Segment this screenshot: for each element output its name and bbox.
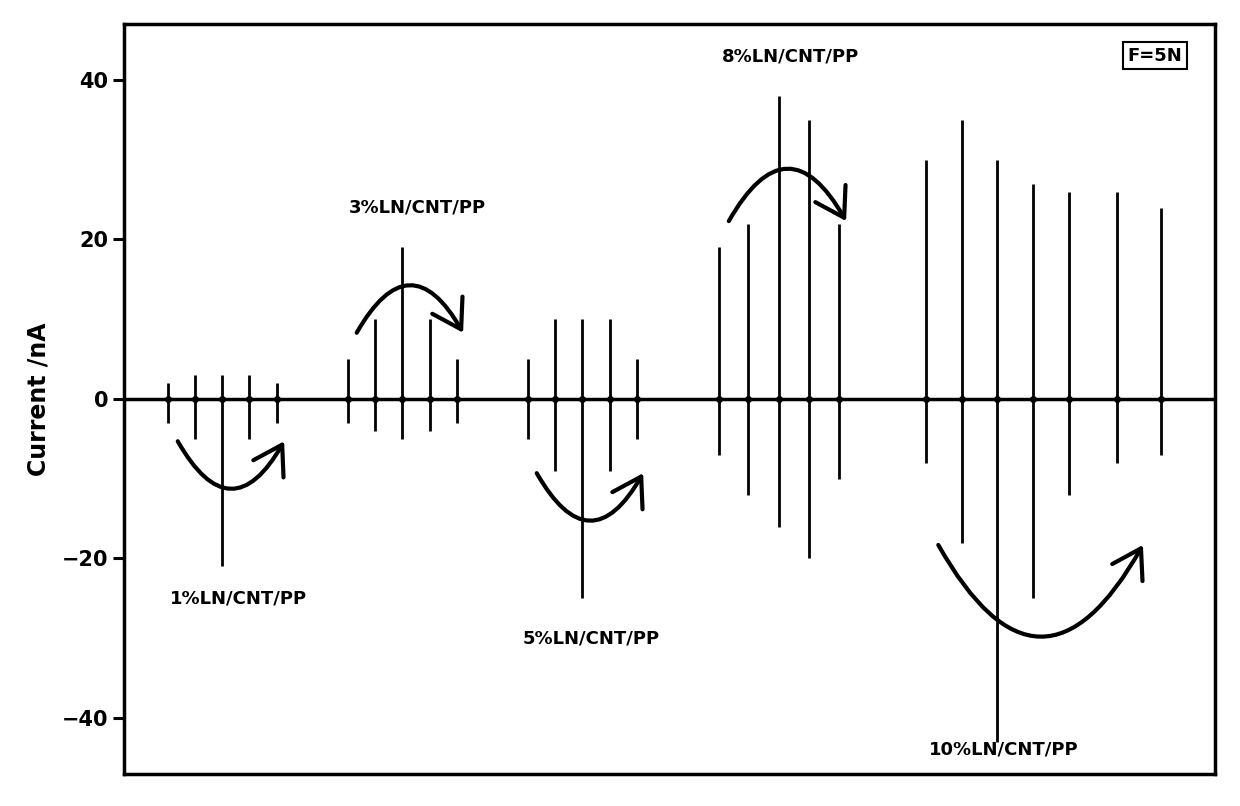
Text: 1%LN/CNT/PP: 1%LN/CNT/PP (170, 589, 308, 608)
Text: 8%LN/CNT/PP: 8%LN/CNT/PP (722, 47, 859, 65)
Y-axis label: Current /nA: Current /nA (26, 322, 51, 476)
Text: 10%LN/CNT/PP: 10%LN/CNT/PP (929, 741, 1079, 758)
Text: 3%LN/CNT/PP: 3%LN/CNT/PP (348, 198, 486, 217)
Text: 5%LN/CNT/PP: 5%LN/CNT/PP (522, 629, 660, 647)
Text: F=5N: F=5N (1127, 47, 1183, 64)
